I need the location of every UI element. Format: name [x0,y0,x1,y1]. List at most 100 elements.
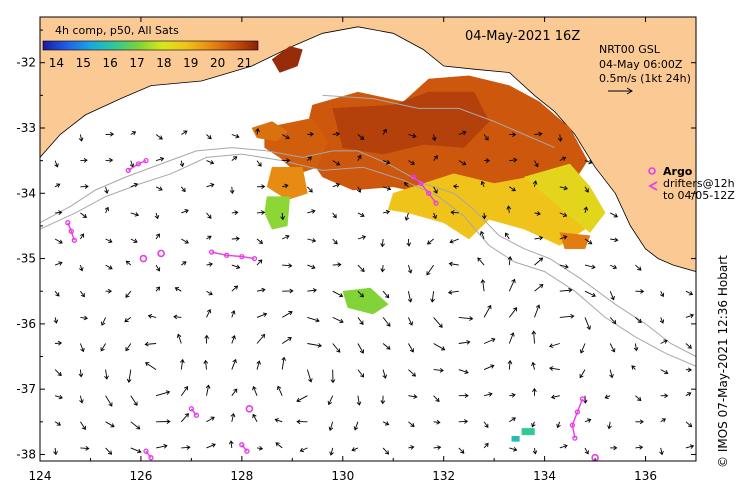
current-vector [357,317,364,325]
current-vector [104,186,109,194]
current-vector [479,230,485,240]
argo-drifter-track [410,174,439,206]
current-vector [332,238,338,245]
current-vector [255,127,260,135]
current-vector [332,160,341,166]
colorbar-tick-label: 18 [156,56,171,70]
current-vector [609,343,616,353]
current-vector [105,421,115,428]
argo-legend-line2: drifters@12h [663,177,735,190]
sst-patch [559,232,591,250]
current-vector [584,317,591,330]
current-vector [433,367,444,373]
current-vector [155,156,165,162]
current-vector [685,313,695,319]
current-vector [635,445,644,450]
current-vector [78,369,84,378]
current-vector [357,154,362,161]
current-vector [685,392,692,397]
argo-legend-marker [648,167,656,175]
current-vector [635,264,642,271]
current-vector [534,304,541,318]
current-vector [559,314,575,319]
sst-patch [521,428,535,436]
current-vector [282,183,289,189]
current-vector [584,447,589,455]
argo-drifter-track [143,448,154,461]
lat-tick-label: -34 [16,186,36,200]
lon-tick-label: 124 [29,469,52,483]
current-vector [404,181,409,188]
current-vector [307,186,313,193]
current-vector [328,421,334,431]
current-vector [53,447,58,456]
current-vector [125,343,132,352]
current-vector [559,264,569,269]
current-vector [659,317,665,324]
current-vector [275,442,283,449]
current-vector [105,447,113,455]
current-vector [100,343,106,352]
lat-tick-label: -35 [16,252,36,266]
current-vector [357,290,364,298]
current-vector [382,317,391,327]
current-vector [382,447,390,455]
current-vector [231,236,240,242]
argo-layer [65,157,599,461]
current-vector [54,369,62,377]
current-vector [330,369,336,384]
current-vector [256,160,262,167]
current-vector [252,413,258,423]
current-vector [659,290,665,298]
current-vector [105,131,115,137]
current-vector [206,160,215,165]
land-mass [40,17,696,273]
current-vector [79,395,84,404]
current-vector [173,314,182,320]
current-vector [332,316,344,324]
current-vector [276,385,283,396]
current-vector [100,317,107,326]
current-vector [125,290,132,298]
current-vector [356,395,362,406]
current-vector [380,395,386,405]
current-vector [296,419,308,425]
current-vector [458,160,467,166]
current-vector [483,134,489,141]
current-vector [54,238,63,244]
current-vector [332,131,341,137]
current-vector [105,395,113,407]
current-vector [426,264,434,276]
current-vector [685,290,694,296]
current-vector [631,365,636,370]
current-vector [231,388,238,396]
current-vector [635,419,644,425]
argo-drifter-track [208,249,258,262]
current-vector [433,343,446,351]
current-legend-line1: NRT00 GSL [599,43,661,56]
current-vector-layer [53,127,695,456]
argo-drifter-track [125,157,149,174]
current-vector [307,288,318,293]
current-vector [660,418,666,423]
argo-drifter-track [239,442,250,454]
current-vector [357,369,365,378]
current-vector [584,238,593,245]
current-vector [356,186,362,193]
current-vector [281,337,292,344]
current-vector [610,445,618,451]
current-vector [180,186,186,193]
colorbar-tick-label: 21 [237,56,252,70]
current-vector [382,128,387,135]
current-vector [584,186,589,193]
current-vector [357,134,365,140]
argo-float-marker [157,249,165,258]
current-vector [206,416,215,423]
current-vector [105,264,113,270]
current-vector [256,445,264,451]
current-vector [380,238,385,248]
current-vector [534,131,543,137]
current-vector [534,160,539,168]
current-vector [256,184,266,189]
